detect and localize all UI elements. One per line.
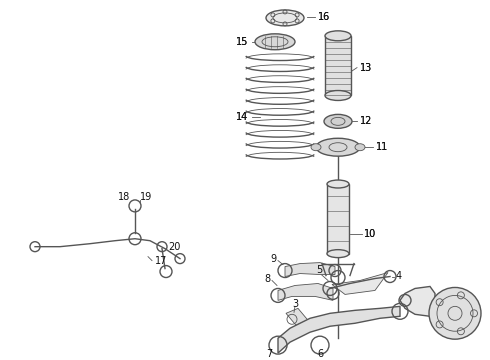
- Text: 16: 16: [318, 12, 330, 22]
- Text: 20: 20: [168, 242, 180, 252]
- Text: 3: 3: [292, 300, 298, 309]
- Ellipse shape: [325, 90, 351, 100]
- Text: 13: 13: [360, 63, 372, 73]
- Ellipse shape: [324, 114, 352, 128]
- Text: 14: 14: [236, 112, 248, 122]
- Polygon shape: [332, 273, 388, 294]
- Text: 4: 4: [396, 270, 402, 280]
- Ellipse shape: [327, 180, 349, 188]
- Text: 15: 15: [236, 37, 248, 47]
- Polygon shape: [278, 283, 333, 300]
- Polygon shape: [286, 309, 308, 325]
- Text: 2: 2: [442, 293, 448, 303]
- Text: 19: 19: [140, 192, 152, 202]
- Text: 17: 17: [155, 256, 168, 266]
- Text: 13: 13: [360, 63, 372, 73]
- Text: 9: 9: [270, 253, 276, 264]
- Polygon shape: [278, 306, 400, 353]
- Ellipse shape: [266, 10, 304, 26]
- Ellipse shape: [325, 31, 351, 41]
- Text: 10: 10: [364, 229, 376, 239]
- Ellipse shape: [429, 287, 481, 339]
- Text: 14: 14: [236, 112, 248, 122]
- Polygon shape: [285, 262, 335, 276]
- Text: 18: 18: [118, 192, 130, 202]
- Text: 7: 7: [266, 349, 272, 359]
- Ellipse shape: [255, 34, 295, 50]
- Ellipse shape: [311, 144, 321, 151]
- Text: 5: 5: [316, 265, 322, 275]
- Ellipse shape: [355, 144, 365, 151]
- Text: 11: 11: [376, 142, 388, 152]
- Text: 11: 11: [376, 142, 388, 152]
- Text: 12: 12: [360, 116, 372, 126]
- Text: 8: 8: [264, 274, 270, 284]
- Ellipse shape: [316, 138, 360, 156]
- Text: 15: 15: [236, 37, 248, 47]
- Ellipse shape: [327, 250, 349, 258]
- Bar: [325, 36, 351, 95]
- Polygon shape: [400, 287, 435, 316]
- Text: 10: 10: [364, 229, 376, 239]
- Text: 12: 12: [360, 116, 372, 126]
- Text: 16: 16: [318, 12, 330, 22]
- Bar: [327, 184, 349, 254]
- Text: 6: 6: [317, 349, 323, 359]
